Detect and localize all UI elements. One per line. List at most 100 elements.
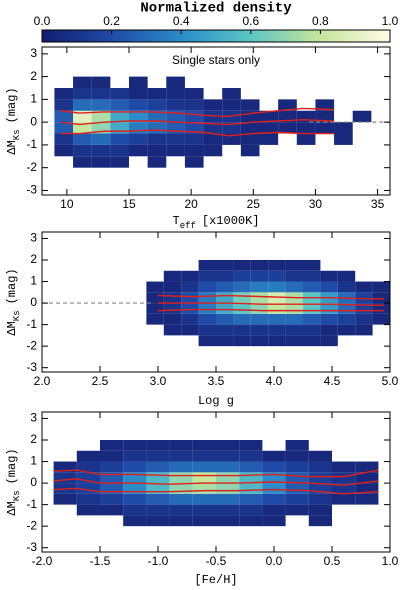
- density-cell: [76, 483, 100, 494]
- density-cell: [332, 493, 356, 505]
- density-cell: [233, 270, 251, 282]
- density-cell: [233, 260, 251, 271]
- density-cell: [308, 515, 332, 527]
- density-cell: [250, 324, 269, 336]
- trend-line: [53, 469, 379, 478]
- density-cell: [216, 313, 234, 325]
- density-cell: [100, 483, 124, 494]
- density-cell: [239, 515, 263, 527]
- x-tick-label: 3.0: [150, 374, 167, 388]
- density-cell: [355, 483, 379, 494]
- density-cell: [216, 461, 240, 473]
- x-axis-label-subscript: eff: [180, 221, 196, 231]
- density-cell: [203, 144, 223, 157]
- density-cell: [129, 87, 148, 100]
- y-tick-label: 2: [30, 69, 37, 83]
- x-tick-label: 35: [371, 197, 385, 211]
- density-cell: [353, 122, 372, 133]
- plot-area: [53, 440, 379, 527]
- density-cell: [146, 515, 170, 527]
- density-cell: [241, 77, 260, 88]
- density-cell: [73, 122, 92, 134]
- x-tick-label: -1.5: [90, 554, 111, 568]
- density-cell: [355, 472, 379, 484]
- y-axis-label-symbol: ΔM: [5, 321, 19, 335]
- trend-line: [157, 308, 385, 312]
- density-cell: [54, 77, 73, 88]
- density-cell: [110, 77, 129, 88]
- y-tick-label: -2: [26, 160, 37, 174]
- colorbar-tick-label: 0.6: [242, 14, 259, 28]
- density-cell: [198, 313, 216, 325]
- y-tick-label: -3: [26, 360, 37, 374]
- density-cell: [353, 88, 372, 99]
- density-cell: [169, 493, 193, 505]
- x-axis-label-symbol: [Fe/H]: [194, 573, 237, 587]
- density-cell: [166, 156, 185, 167]
- y-tick-label: -1: [26, 317, 37, 331]
- density-cell: [315, 99, 335, 111]
- density-cell: [192, 450, 216, 462]
- y-axis-label-symbol: ΔM: [5, 501, 19, 515]
- density-cell: [278, 99, 297, 111]
- density-cell: [285, 483, 309, 494]
- y-axis-label-unit: (mag): [5, 268, 19, 304]
- density-cell: [285, 335, 303, 347]
- density-cell: [355, 292, 373, 304]
- y-tick-label: -1: [26, 137, 37, 151]
- density-cell: [123, 461, 147, 473]
- density-cell: [355, 335, 372, 346]
- density-cell: [146, 440, 170, 451]
- density-cell: [355, 440, 378, 451]
- density-cell: [216, 472, 240, 484]
- density-cell: [163, 292, 182, 304]
- trend-line: [53, 478, 379, 486]
- density-cell: [192, 440, 216, 451]
- density-cell: [163, 281, 182, 293]
- density-cell: [181, 335, 198, 346]
- density-cell: [334, 111, 353, 122]
- x-tick-label: 30: [309, 197, 323, 211]
- density-cell: [334, 77, 353, 88]
- y-tick-label: 0: [30, 114, 37, 128]
- density-cell: [76, 472, 100, 484]
- density-cell: [53, 461, 77, 473]
- density-cell: [166, 122, 185, 134]
- density-cell: [308, 472, 332, 484]
- density-cell: [110, 99, 129, 111]
- density-cell: [204, 77, 223, 88]
- density-cell: [123, 483, 147, 494]
- density-cell: [216, 281, 234, 293]
- colorbar-tick-label: 0.2: [103, 14, 120, 28]
- density-cell: [146, 450, 170, 462]
- density-cell: [262, 440, 285, 451]
- density-cell: [169, 440, 193, 451]
- density-cell: [315, 145, 334, 156]
- density-cell: [355, 260, 372, 271]
- density-cell: [355, 451, 378, 462]
- density-cell: [54, 451, 77, 462]
- density-cell: [260, 99, 279, 110]
- density-cell: [320, 281, 338, 293]
- density-cell: [54, 122, 74, 134]
- density-cell: [320, 313, 338, 325]
- density-cell: [373, 335, 390, 346]
- density-cell: [285, 281, 303, 293]
- x-tick-label: 20: [184, 197, 198, 211]
- density-cell: [216, 303, 234, 314]
- x-axis-label-symbol: Log g: [198, 394, 234, 408]
- density-cell: [129, 99, 148, 111]
- y-tick-label: 0: [30, 295, 37, 309]
- density-cell: [192, 483, 216, 494]
- density-cell: [204, 156, 223, 167]
- density-cell: [123, 450, 147, 462]
- y-tick-label: 3: [30, 46, 37, 60]
- density-cell: [129, 110, 148, 123]
- y-axis-label-subscript: Ks: [12, 490, 22, 501]
- density-cell: [129, 156, 148, 167]
- density-cell: [259, 133, 279, 145]
- density-cell: [320, 324, 338, 336]
- x-tick-label: 15: [122, 197, 136, 211]
- density-cell: [181, 281, 199, 293]
